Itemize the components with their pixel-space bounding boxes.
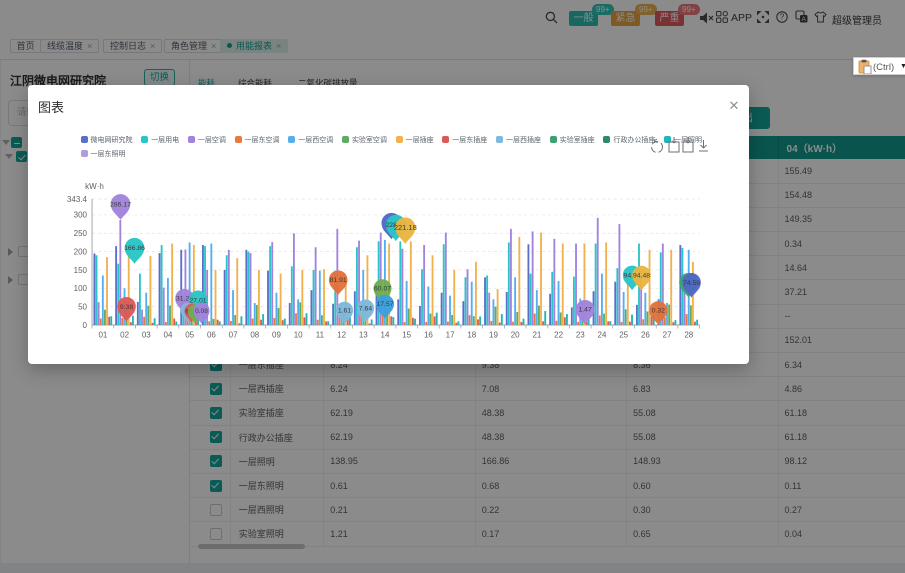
svg-text:07: 07 xyxy=(228,331,237,340)
svg-text:15: 15 xyxy=(402,331,411,340)
svg-text:?: ? xyxy=(780,13,785,22)
svg-text:200: 200 xyxy=(73,247,87,256)
svg-text:25: 25 xyxy=(619,331,628,340)
svg-text:09: 09 xyxy=(272,331,281,340)
svg-text:31.27: 31.27 xyxy=(175,296,192,303)
svg-text:27: 27 xyxy=(662,331,671,340)
svg-text:17.57: 17.57 xyxy=(376,301,393,308)
svg-text:100: 100 xyxy=(73,284,87,293)
svg-text:9.38: 9.38 xyxy=(119,304,132,311)
svg-text:20: 20 xyxy=(510,331,519,340)
svg-text:01: 01 xyxy=(98,331,107,340)
svg-text:12: 12 xyxy=(337,331,346,340)
svg-text:10: 10 xyxy=(293,331,302,340)
svg-text:0.32: 0.32 xyxy=(651,308,664,315)
svg-text:04: 04 xyxy=(163,331,172,340)
svg-text:02: 02 xyxy=(120,331,129,340)
svg-text:1.61: 1.61 xyxy=(337,308,350,315)
svg-text:74.59: 74.59 xyxy=(682,280,699,287)
svg-text:150: 150 xyxy=(73,266,87,275)
svg-text:250: 250 xyxy=(73,229,87,238)
svg-text:kW·h: kW·h xyxy=(85,182,104,191)
svg-text:21: 21 xyxy=(532,331,541,340)
svg-text:343.4: 343.4 xyxy=(66,195,87,204)
svg-text:19: 19 xyxy=(489,331,498,340)
svg-text:0: 0 xyxy=(82,321,87,330)
svg-text:14: 14 xyxy=(380,331,389,340)
svg-text:08: 08 xyxy=(250,331,259,340)
svg-text:26: 26 xyxy=(640,331,649,340)
svg-text:1.47: 1.47 xyxy=(578,307,591,314)
svg-text:300: 300 xyxy=(73,211,87,220)
svg-text:27.01: 27.01 xyxy=(189,297,206,304)
svg-text:221.18: 221.18 xyxy=(393,223,416,232)
svg-text:7.64: 7.64 xyxy=(358,306,371,313)
svg-text:13: 13 xyxy=(358,331,367,340)
svg-text:166.86: 166.86 xyxy=(124,245,145,252)
svg-text:16: 16 xyxy=(423,331,432,340)
svg-text:286.17: 286.17 xyxy=(110,201,131,208)
svg-text:81.91: 81.91 xyxy=(329,277,346,284)
svg-text:94.48: 94.48 xyxy=(632,272,649,279)
svg-text:03: 03 xyxy=(141,331,150,340)
svg-text:05: 05 xyxy=(185,331,194,340)
svg-text:06: 06 xyxy=(206,331,215,340)
svg-text:11: 11 xyxy=(315,331,324,340)
svg-text:28: 28 xyxy=(684,331,693,340)
svg-text:60.07: 60.07 xyxy=(373,286,390,293)
svg-text:94.72: 94.72 xyxy=(623,272,640,279)
svg-text:23: 23 xyxy=(575,331,584,340)
svg-text:17: 17 xyxy=(445,331,454,340)
svg-text:A: A xyxy=(802,16,807,23)
svg-text:50: 50 xyxy=(78,302,87,311)
svg-text:22: 22 xyxy=(554,331,563,340)
svg-text:18: 18 xyxy=(467,331,476,340)
svg-text:0.08: 0.08 xyxy=(195,308,208,315)
svg-text:24: 24 xyxy=(597,331,606,340)
